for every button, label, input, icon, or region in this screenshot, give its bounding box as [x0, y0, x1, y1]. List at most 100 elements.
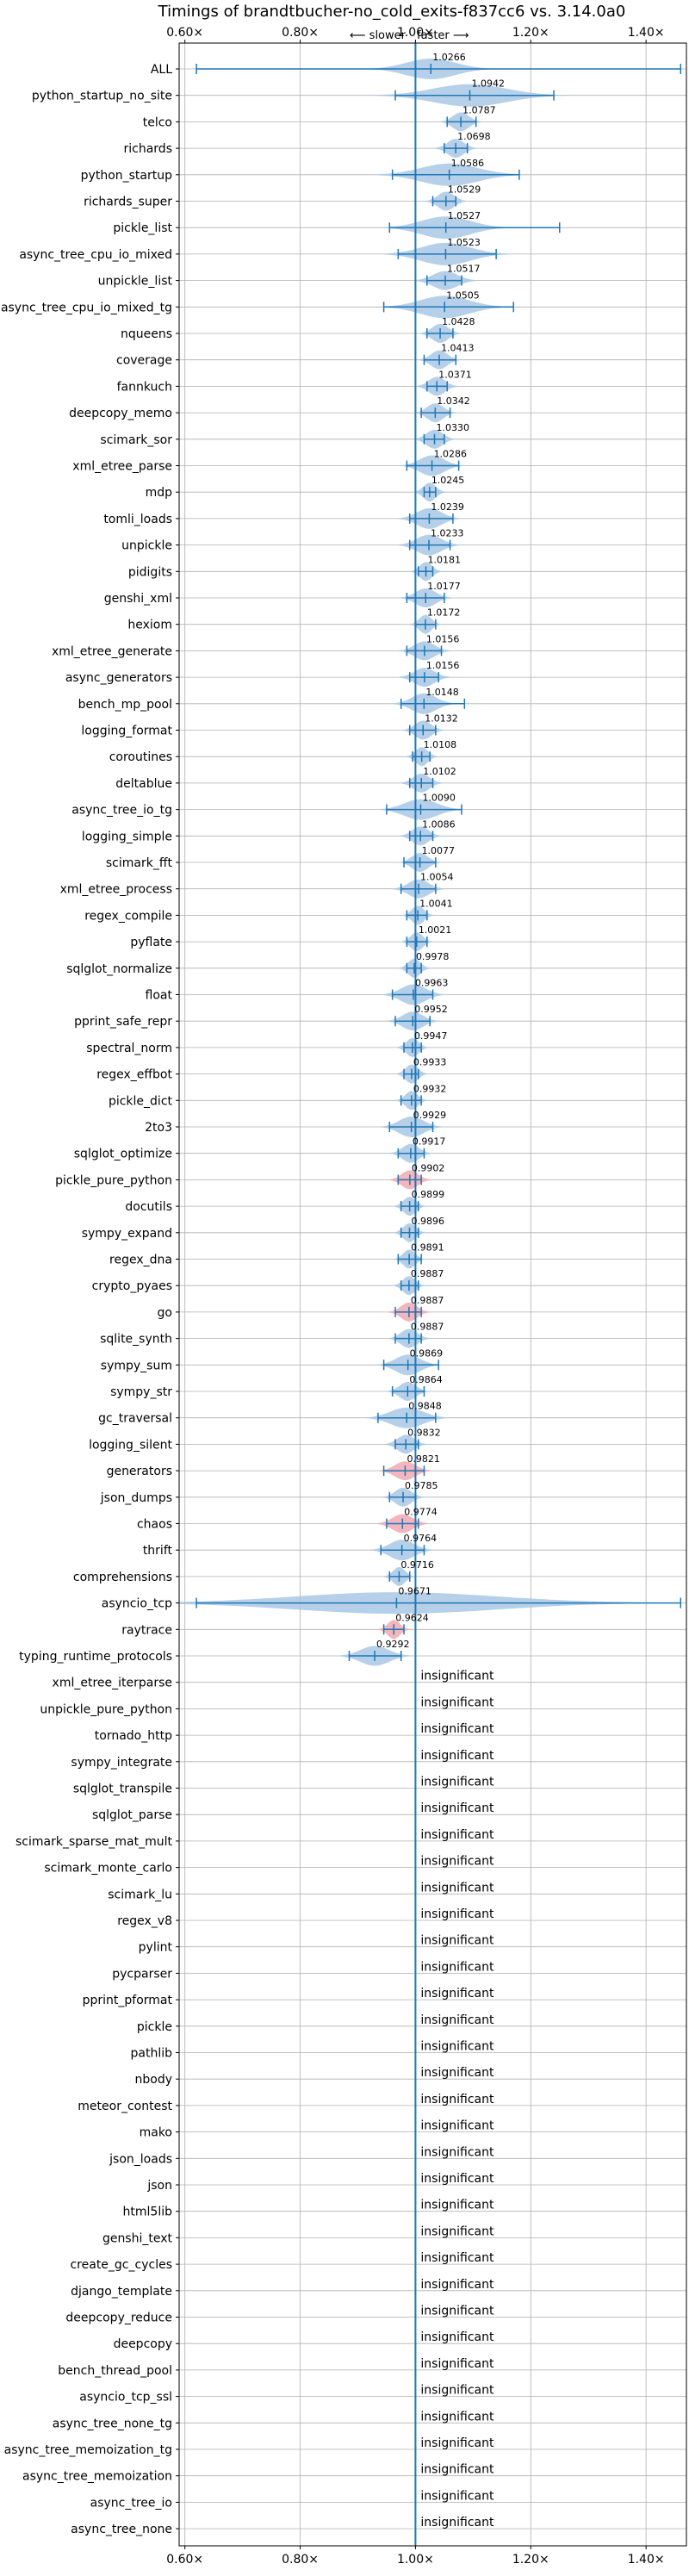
benchmark-label: coroutines: [109, 750, 172, 764]
value-label: 0.9864: [409, 1374, 443, 1385]
benchmark-label: raytrace: [121, 1623, 172, 1637]
benchmark-label: hexiom: [127, 619, 172, 632]
value-label: 0.9891: [411, 1242, 444, 1254]
insignificant-label: insignificant: [420, 1670, 494, 1683]
benchmark-label: pycparser: [112, 1967, 172, 1981]
x-tick-label-top: 1.40×: [628, 26, 665, 40]
value-label: 0.9716: [400, 1559, 434, 1571]
benchmark-label: coverage: [116, 354, 172, 368]
benchmark-label: mako: [140, 2126, 172, 2140]
benchmark-label: asyncio_tcp_ssl: [79, 2391, 172, 2405]
benchmark-label: scimark_sparse_mat_mult: [16, 1835, 172, 1849]
value-label: 1.0156: [426, 633, 460, 644]
insignificant-label: insignificant: [420, 2384, 494, 2398]
value-label: 0.9917: [413, 1136, 446, 1148]
benchmark-label: async_tree_none_tg: [53, 2417, 172, 2430]
value-label: 1.0698: [457, 131, 491, 142]
value-label: 1.0586: [451, 158, 485, 169]
error-bars: [196, 43, 682, 2546]
benchmark-label: xml_etree_generate: [52, 644, 172, 658]
insignificant-label: insignificant: [420, 1907, 494, 1921]
benchmark-label: richards_super: [84, 196, 172, 209]
value-label: 0.9899: [412, 1189, 445, 1200]
insignificant-label: insignificant: [420, 1801, 494, 1815]
benchmark-label: tomli_loads: [103, 513, 172, 526]
value-label: 0.9848: [408, 1401, 442, 1412]
insignificant-label: insignificant: [420, 2066, 494, 2080]
insignificant-label: insignificant: [420, 2040, 494, 2054]
benchmark-label: genshi_xml: [104, 592, 172, 606]
benchmark-label: mdp: [146, 486, 173, 500]
value-label: 1.0086: [422, 818, 456, 830]
benchmark-label: asyncio_tcp: [102, 1597, 172, 1611]
benchmark-label: sqlglot_optimize: [74, 1148, 172, 1161]
benchmark-label: python_startup_no_site: [32, 90, 172, 103]
insignificant-label: insignificant: [420, 2305, 494, 2318]
benchmark-label: telco: [143, 115, 172, 129]
benchmark-label: richards: [124, 142, 173, 156]
benchmark-label: deepcopy: [114, 2337, 172, 2351]
insignificant-label: insignificant: [420, 2463, 494, 2477]
benchmark-label: thrift: [143, 1544, 173, 1558]
value-label: 1.0529: [448, 184, 481, 196]
chart-title: Timings of brandtbucher-no_cold_exits-f8…: [158, 3, 626, 21]
benchmark-label: pidigits: [128, 565, 172, 579]
benchmark-label: sympy_sum: [101, 1359, 172, 1372]
value-label: 1.0021: [419, 924, 452, 936]
benchmark-label: async_tree_none: [71, 2523, 172, 2536]
benchmark-label: json_dumps: [100, 1491, 172, 1505]
value-label: 0.9671: [398, 1586, 431, 1597]
value-label: 0.9764: [404, 1533, 438, 1544]
value-labels: 1.0266 1.0942 1.0787 1.0698 1.0586 1.0529 1.05…: [376, 52, 505, 2529]
value-label: 1.0233: [431, 528, 464, 539]
insignificant-label: insignificant: [420, 2224, 494, 2238]
insignificant-label: insignificant: [420, 1828, 494, 1842]
benchmark-label: json_loads: [109, 2152, 172, 2166]
value-label: 1.0132: [425, 713, 458, 725]
benchmark-label: async_generators: [65, 671, 172, 685]
value-label: 1.0517: [447, 264, 481, 275]
benchmark-label: docutils: [125, 1200, 172, 1214]
value-label: 0.9963: [415, 978, 449, 989]
benchmark-label: sqlglot_parse: [92, 1808, 172, 1822]
faster-direction-label: faster ⟶: [417, 29, 469, 42]
benchmark-label: go: [158, 1306, 172, 1320]
benchmark-label: create_gc_cycles: [70, 2258, 172, 2272]
x-tick-label-bottom: 0.80×: [282, 2553, 319, 2567]
insignificant-label: insignificant: [420, 1987, 494, 2000]
value-label: 1.0371: [438, 369, 472, 380]
benchmark-label: sympy_expand: [82, 1227, 172, 1241]
benchmark-label: bench_thread_pool: [58, 2364, 172, 2378]
benchmark-label: regex_dna: [109, 1254, 172, 1267]
value-label: 0.9887: [411, 1322, 444, 1333]
value-label: 0.9774: [404, 1507, 438, 1518]
value-label: 1.0342: [437, 395, 470, 407]
insignificant-label: insignificant: [420, 2489, 494, 2503]
value-label: 1.0505: [446, 289, 480, 301]
benchmark-label: unpickle_pure_python: [40, 1702, 172, 1716]
value-label: 0.9869: [410, 1347, 443, 1359]
benchmark-label: pickle: [137, 2020, 172, 2034]
slower-direction-label: ⟵ slower: [350, 29, 407, 42]
benchmark-label: async_tree_cpu_io_mixed_tg: [1, 301, 172, 314]
value-label: 1.0523: [447, 237, 481, 248]
value-label: 0.9887: [411, 1268, 444, 1279]
value-label: 1.0286: [434, 449, 468, 460]
benchmark-label: nqueens: [121, 327, 172, 341]
value-label: 1.0181: [428, 554, 462, 565]
value-label: 0.9785: [405, 1480, 438, 1491]
benchmark-label: sympy_integrate: [71, 1756, 172, 1770]
benchmark-label: ALL: [151, 63, 172, 77]
value-label: 0.9952: [414, 1004, 448, 1015]
benchmark-label: async_tree_io_tg: [71, 804, 172, 818]
insignificant-label: insignificant: [420, 1749, 494, 1763]
insignificant-label: insignificant: [420, 2093, 494, 2106]
insignificant-label: insignificant: [420, 2119, 494, 2133]
insignificant-label: insignificant: [420, 1722, 494, 1736]
benchmark-label: xml_etree_process: [60, 883, 172, 897]
benchmark-label: nbody: [135, 2073, 173, 2087]
benchmark-label: async_tree_memoization_tg: [4, 2443, 172, 2457]
benchmark-label: deepcopy_reduce: [65, 2312, 172, 2325]
